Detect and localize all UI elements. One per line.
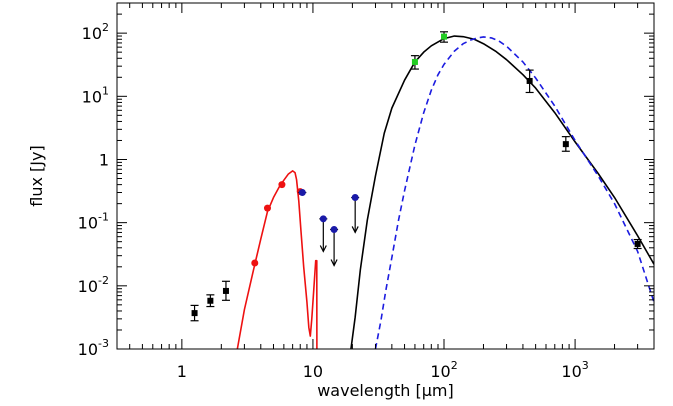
y-tick-label: 10-1 [78,211,109,233]
y-tick-label: 10-3 [78,337,109,359]
y-tick-label: 1 [99,150,109,169]
x-tick-label: 10 [303,362,323,381]
blue-upper-limit-marker [351,194,359,202]
data-points [190,31,642,322]
black-point-marker [191,310,198,317]
black-curve [350,35,654,349]
plot-frame [116,2,655,350]
y-axis-label: flux [Jy] [27,145,46,206]
blue-upper-limit-marker [319,215,327,223]
blue-dashed-curve [374,36,654,349]
tick-labels: 1 10 102 103 10-3 10-2 10-1 1 101 102 [78,21,589,381]
y-tick-label: 10-2 [78,274,109,296]
x-axis-label: wavelength [μm] [317,381,454,400]
blue-upper-limit-marker [330,225,338,233]
black-point-marker [207,297,214,304]
y-tick-label: 101 [82,84,109,106]
arrow-head [351,226,359,234]
red-point-marker [251,259,259,267]
green-point-marker [411,58,418,65]
arrow-head [319,245,327,253]
black-point-marker [222,287,229,294]
axis-ticks [117,2,655,350]
red-point-marker [278,181,286,189]
black-point-marker [526,77,533,84]
x-tick-label: 1 [177,362,187,381]
model-curves [236,35,654,349]
red-curve [236,170,318,349]
blue-upper-limit-marker [298,189,306,197]
x-tick-label: 103 [561,359,588,381]
x-tick-label: 102 [430,359,457,381]
green-point-marker [441,33,448,40]
black-point-marker [634,240,641,247]
arrow-head [330,259,338,267]
black-point-marker [562,141,569,148]
y-tick-label: 102 [82,21,109,43]
red-point-marker [263,204,271,212]
